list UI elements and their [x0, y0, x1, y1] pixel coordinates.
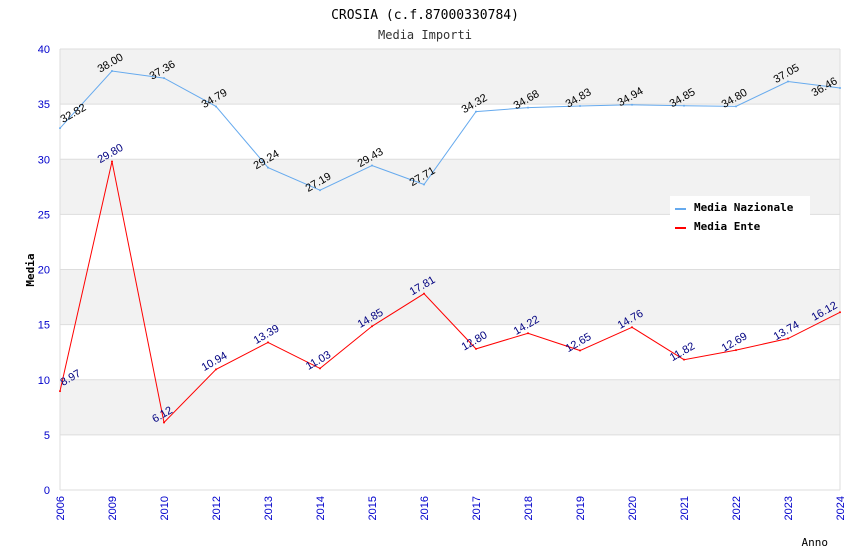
x-tick-label: 2012	[211, 496, 223, 520]
data-point	[163, 77, 165, 80]
data-point	[267, 341, 269, 344]
data-point	[839, 311, 841, 314]
series-line-nazionale	[59, 70, 841, 191]
data-point	[163, 421, 165, 424]
data-point	[527, 106, 529, 109]
y-tick-label: 10	[38, 375, 50, 387]
data-point	[683, 104, 685, 107]
data-label: 11.03	[304, 349, 333, 373]
y-tick-label: 25	[38, 209, 50, 221]
data-point	[683, 358, 685, 361]
data-point	[787, 337, 789, 340]
series-line-ente	[59, 161, 841, 424]
x-tick-label: 2017	[471, 496, 483, 520]
y-tick-label: 5	[44, 430, 50, 442]
data-point	[111, 160, 113, 163]
data-label: 11.82	[668, 340, 697, 364]
data-point	[215, 368, 217, 371]
x-tick-label: 2018	[523, 496, 535, 520]
data-point	[475, 347, 477, 350]
data-point	[423, 183, 425, 186]
x-tick-label: 2016	[419, 496, 431, 520]
x-axis-label: Anno	[802, 536, 829, 549]
legend-label-ente: Media Ente	[694, 220, 761, 233]
y-tick-label: 20	[38, 265, 50, 277]
data-point	[319, 189, 321, 192]
data-point	[839, 87, 841, 90]
data-point	[267, 166, 269, 169]
data-point	[631, 103, 633, 106]
data-point	[371, 164, 373, 167]
chart-title: CROSIA (c.f.87000330784)	[331, 8, 519, 23]
data-point	[631, 326, 633, 329]
y-tick-label: 0	[44, 485, 50, 497]
data-point	[319, 367, 321, 370]
data-point	[111, 70, 113, 73]
x-tick-label: 2006	[55, 496, 67, 520]
grid-band	[60, 49, 840, 105]
x-tick-label: 2023	[783, 496, 795, 520]
data-label: 12.69	[720, 330, 750, 354]
x-tick-label: 2019	[575, 496, 587, 520]
x-tick-label: 2022	[731, 496, 743, 520]
data-point	[787, 80, 789, 83]
data-label: 12.80	[460, 329, 490, 353]
legend-label-nazionale: Media Nazionale	[694, 201, 794, 214]
x-tick-label: 2014	[315, 496, 327, 520]
legend: Media Nazionale Media Ente	[670, 196, 810, 238]
chart-subtitle: Media Importi	[378, 28, 472, 42]
y-axis-label: Media	[24, 253, 37, 286]
x-tick-label: 2024	[835, 496, 847, 520]
x-tick-label: 2021	[679, 496, 691, 520]
data-point	[59, 127, 61, 130]
data-label: 32.82	[59, 102, 89, 126]
data-point	[423, 292, 425, 295]
data-point	[735, 349, 737, 352]
y-tick-label: 40	[38, 44, 50, 56]
data-point	[579, 104, 581, 107]
data-point	[215, 105, 217, 108]
grid-band	[60, 269, 840, 325]
x-tick-label: 2020	[627, 496, 639, 520]
data-point	[527, 332, 529, 335]
data-point	[579, 349, 581, 352]
y-tick-label: 30	[38, 154, 50, 166]
data-point	[475, 110, 477, 113]
x-tick-label: 2015	[367, 496, 379, 520]
data-label: 12.65	[564, 331, 594, 355]
x-tick-label: 2009	[107, 496, 119, 520]
y-tick-label: 35	[38, 99, 50, 111]
x-tick-label: 2013	[263, 496, 275, 520]
grid-band	[60, 379, 840, 435]
data-point	[371, 325, 373, 328]
data-point	[735, 105, 737, 108]
x-tick-label: 2010	[159, 496, 171, 520]
y-tick-label: 15	[38, 320, 50, 332]
data-point	[59, 390, 61, 393]
